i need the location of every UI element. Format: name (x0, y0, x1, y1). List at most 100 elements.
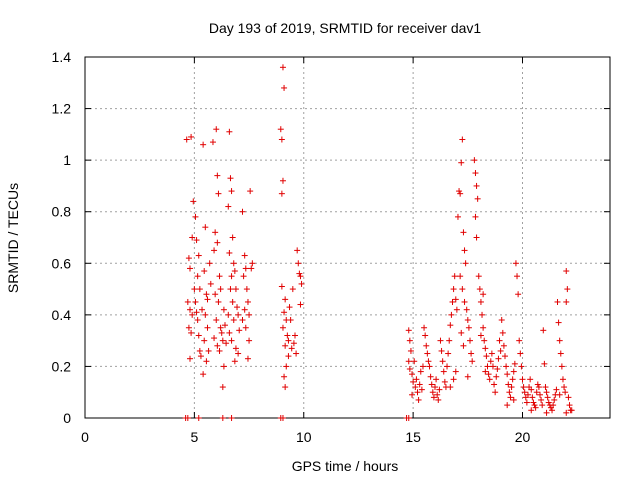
data-point (557, 350, 564, 357)
data-point (235, 350, 242, 357)
data-point (239, 317, 246, 324)
data-point (228, 337, 235, 344)
data-point (225, 203, 232, 210)
data-point (241, 306, 248, 313)
data-point (244, 298, 251, 305)
data-point (407, 347, 414, 354)
data-point (409, 371, 416, 378)
data-point (429, 389, 436, 396)
data-point (410, 378, 417, 385)
data-point (480, 324, 487, 331)
data-point (292, 332, 298, 339)
data-point (192, 213, 199, 220)
data-point (553, 386, 560, 393)
data-point (440, 368, 447, 375)
data-point (475, 273, 482, 280)
data-point (278, 283, 285, 290)
data-point (204, 324, 211, 331)
data-point (535, 384, 542, 391)
data-point (214, 172, 221, 179)
data-point (204, 296, 211, 303)
data-point (563, 298, 570, 305)
data-point (411, 358, 418, 365)
data-point (185, 324, 192, 331)
data-point (519, 376, 526, 383)
data-point (464, 373, 471, 380)
data-point (242, 265, 249, 272)
data-point (427, 373, 434, 380)
data-point (190, 198, 197, 205)
data-point (514, 273, 521, 280)
data-point (454, 213, 461, 220)
data-point (242, 324, 249, 331)
data-point (232, 286, 239, 293)
data-point (222, 322, 228, 329)
data-point (551, 396, 558, 403)
data-point (419, 363, 426, 370)
data-point (230, 260, 237, 267)
data-point (296, 270, 303, 277)
data-point (202, 224, 209, 231)
data-point (195, 252, 202, 259)
y-tick-label: 0.4 (52, 307, 72, 323)
data-point (201, 268, 208, 275)
data-point (279, 64, 286, 71)
data-point (471, 157, 478, 164)
data-point (231, 268, 238, 275)
x-tick-label: 15 (405, 429, 421, 445)
data-point (234, 304, 241, 311)
data-point (193, 309, 200, 316)
data-point (215, 298, 222, 305)
data-point (507, 394, 514, 401)
data-point (511, 360, 518, 367)
data-point (472, 213, 479, 220)
data-point (449, 298, 456, 305)
data-point (207, 280, 214, 287)
data-point (528, 386, 535, 393)
data-point (508, 384, 515, 391)
data-point (510, 396, 517, 403)
x-tick-label: 0 (81, 429, 89, 445)
data-point (295, 260, 302, 267)
data-point (473, 182, 480, 189)
data-point (278, 190, 285, 197)
data-point (293, 350, 300, 357)
data-point (199, 306, 206, 313)
data-point (216, 273, 223, 280)
data-point (287, 317, 294, 324)
data-point (281, 84, 288, 91)
data-point (432, 384, 438, 391)
data-point (282, 384, 289, 391)
data-point (289, 286, 296, 293)
data-point (211, 247, 218, 254)
data-point (194, 317, 201, 324)
data-point (409, 391, 416, 398)
data-point (493, 373, 500, 380)
data-point (480, 291, 487, 298)
x-tick-label: 20 (515, 429, 531, 445)
data-point (236, 327, 243, 334)
data-point (453, 306, 460, 313)
data-point (483, 353, 490, 360)
data-point (228, 188, 235, 195)
data-point (213, 317, 220, 324)
data-point (492, 389, 499, 396)
data-point (452, 296, 459, 303)
data-point (214, 239, 221, 246)
data-point (230, 317, 237, 324)
data-point (214, 342, 221, 349)
data-point (500, 342, 507, 349)
data-point (502, 353, 508, 360)
chart-title: Day 193 of 2019, SRMTID for receiver dav… (209, 20, 482, 36)
data-point (523, 399, 530, 406)
data-point (416, 381, 423, 388)
data-point (539, 402, 546, 409)
data-point (184, 415, 191, 421)
data-point (281, 309, 288, 316)
data-point (503, 363, 510, 370)
data-point (195, 415, 202, 421)
data-point (504, 371, 511, 378)
data-point (456, 188, 463, 195)
y-tick-label: 1.4 (52, 49, 72, 65)
data-point (248, 265, 255, 272)
